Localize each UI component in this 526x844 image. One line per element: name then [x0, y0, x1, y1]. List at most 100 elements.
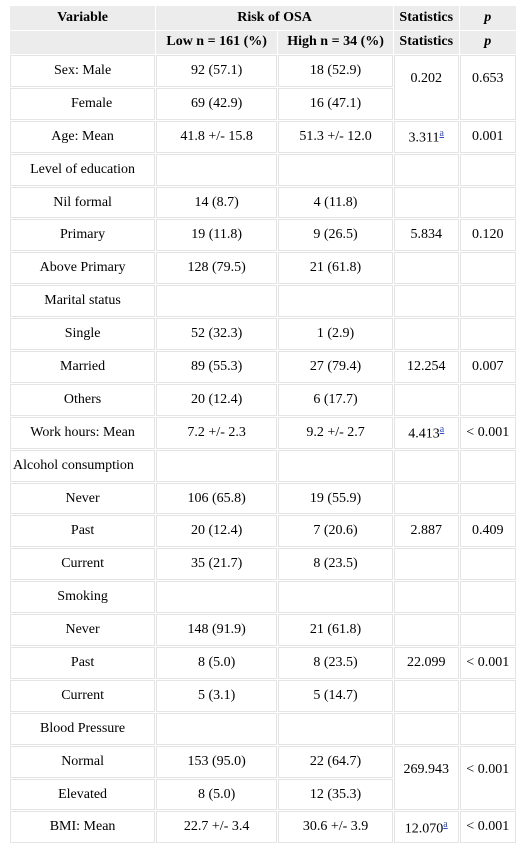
row-label: Female	[10, 87, 156, 120]
row-label: Primary	[10, 219, 156, 252]
high-value	[278, 285, 394, 318]
stat-value: 12.254	[394, 351, 459, 383]
p-value: 0.001	[459, 120, 516, 153]
p-value	[459, 548, 516, 581]
table-row: Sex: Male 92 (57.1) 18 (52.9) 0.202 0.65…	[10, 55, 516, 120]
stat-value	[394, 449, 459, 482]
high-value	[278, 712, 394, 745]
high-value: 7 (20.6)	[278, 515, 394, 548]
stat-value: 22.099	[394, 647, 459, 679]
p-value	[459, 318, 516, 351]
p-value	[459, 153, 516, 186]
table-row: Nil formal 14 (8.7) 4 (11.8)	[10, 186, 516, 219]
high-value: 8 (23.5)	[278, 647, 394, 679]
stat-value: 4.413a	[394, 416, 459, 449]
high-value: 6 (17.7)	[278, 383, 394, 416]
stat-value	[394, 614, 459, 647]
p-value	[459, 252, 516, 285]
high-value	[278, 153, 394, 186]
stat-value: 5.834	[394, 219, 459, 252]
p-value	[459, 679, 516, 712]
table-row: Single 52 (32.3) 1 (2.9)	[10, 318, 516, 351]
header-row-1: Variable Risk of OSA Statistics p	[10, 6, 516, 30]
row-label: Work hours: Mean	[10, 416, 156, 449]
header-variable: Variable	[10, 6, 156, 30]
row-label: Normal	[10, 745, 156, 778]
stat-value	[394, 679, 459, 712]
header-row-2: Low n = 161 (%) High n = 34 (%) Statisti…	[10, 30, 516, 54]
table-row: Past 8 (5.0) 8 (23.5) 22.099 < 0.001	[10, 647, 516, 679]
low-value: 69 (42.9)	[156, 87, 278, 120]
stat-value	[394, 482, 459, 515]
table-row: BMI: Mean 22.7 +/- 3.4 30.6 +/- 3.9 12.0…	[10, 811, 516, 844]
p-value: 0.007	[459, 351, 516, 383]
row-label: Age: Mean	[10, 120, 156, 153]
low-value: 22.7 +/- 3.4	[156, 811, 278, 844]
table-row: Past 20 (12.4) 7 (20.6) 2.887 0.409	[10, 515, 516, 548]
p-value	[459, 482, 516, 515]
low-value: 106 (65.8)	[156, 482, 278, 515]
p-value: < 0.001	[459, 416, 516, 449]
row-label: Smoking	[10, 581, 156, 614]
low-value: 8 (5.0)	[156, 778, 278, 811]
row-label: Current	[10, 548, 156, 581]
row-label: Level of education	[10, 153, 156, 186]
p-value	[459, 285, 516, 318]
table-row: Above Primary 128 (79.5) 21 (61.8)	[10, 252, 516, 285]
header-p: p	[459, 6, 516, 30]
p-value: 0.120	[459, 219, 516, 252]
stat-value	[394, 581, 459, 614]
stat-value	[394, 285, 459, 318]
stat-value	[394, 252, 459, 285]
footnote-link[interactable]: a	[439, 424, 445, 436]
low-value	[156, 449, 278, 482]
low-value	[156, 285, 278, 318]
p-value	[459, 449, 516, 482]
table-row: Current 5 (3.1) 5 (14.7)	[10, 679, 516, 712]
stat-value	[394, 186, 459, 219]
row-label: BMI: Mean	[10, 811, 156, 844]
high-value: 18 (52.9)	[278, 55, 394, 87]
footnote-link[interactable]: a	[443, 819, 448, 831]
table-row: Alcohol consumption	[10, 449, 516, 482]
table-row: Work hours: Mean 7.2 +/- 2.3 9.2 +/- 2.7…	[10, 416, 516, 449]
low-value	[156, 581, 278, 614]
high-value	[278, 581, 394, 614]
table-row: Normal 153 (95.0) 22 (64.7) 269.943 < 0.…	[10, 745, 516, 811]
p-value: 0.653	[459, 55, 516, 120]
row-label: Married	[10, 351, 156, 383]
low-value: 8 (5.0)	[156, 647, 278, 679]
high-value: 1 (2.9)	[278, 318, 394, 351]
table-row: Smoking	[10, 581, 516, 614]
table-row: Blood Pressure	[10, 712, 516, 745]
p-value: < 0.001	[459, 647, 516, 679]
row-label: Others	[10, 383, 156, 416]
low-value	[156, 153, 278, 186]
row-label: Past	[10, 647, 156, 679]
stat-value	[394, 153, 459, 186]
high-value: 21 (61.8)	[278, 252, 394, 285]
table-row: Current 35 (21.7) 8 (23.5)	[10, 548, 516, 581]
low-value: 19 (11.8)	[156, 219, 278, 252]
row-label: Marital status	[10, 285, 156, 318]
high-value: 8 (23.5)	[278, 548, 394, 581]
low-value: 128 (79.5)	[156, 252, 278, 285]
table-row: Level of education	[10, 153, 516, 186]
header-blank	[10, 30, 156, 54]
low-value: 20 (12.4)	[156, 383, 278, 416]
header-low: Low n = 161 (%)	[156, 30, 278, 54]
header-statistics-2: Statistics	[394, 30, 459, 54]
row-label: Past	[10, 515, 156, 548]
high-value: 30.6 +/- 3.9	[278, 811, 394, 844]
stat-value: 2.887	[394, 515, 459, 548]
stat-value: 12.070a	[394, 811, 459, 844]
low-value: 5 (3.1)	[156, 679, 278, 712]
p-value	[459, 186, 516, 219]
table-row: Primary 19 (11.8) 9 (26.5) 5.834 0.120	[10, 219, 516, 252]
footnote-link[interactable]: a	[439, 128, 444, 140]
table-row: Married 89 (55.3) 27 (79.4) 12.254 0.007	[10, 351, 516, 383]
stat-value	[394, 712, 459, 745]
row-label: Alcohol consumption	[10, 449, 156, 482]
table-row: Never 106 (65.8) 19 (55.9)	[10, 482, 516, 515]
row-label: Nil formal	[10, 186, 156, 219]
